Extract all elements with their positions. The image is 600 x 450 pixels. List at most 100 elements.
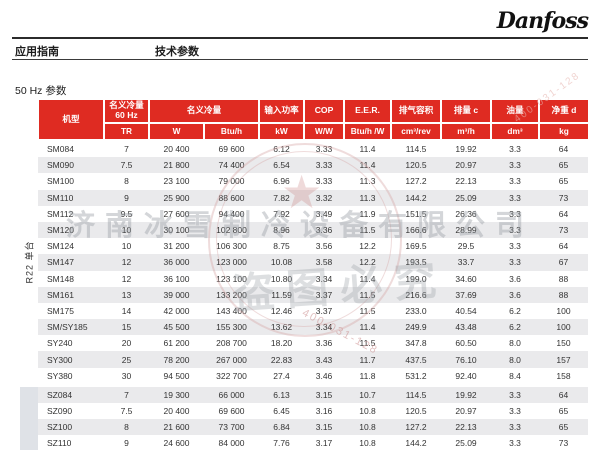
value-cell: 30 100 — [149, 221, 204, 239]
doc-nav-right: 技术参数 — [155, 46, 199, 58]
value-cell: 69 600 — [218, 144, 245, 155]
unit-btuh: Btu/h — [202, 123, 260, 141]
value-cell: 31 200 — [163, 241, 190, 252]
value-cell: 79 000 — [218, 176, 245, 187]
value-cell: 43.48 — [441, 319, 492, 336]
value-cell: 13 — [104, 286, 149, 303]
value-cell: 3.3 — [509, 406, 521, 417]
model-cell: SZ110 — [38, 435, 104, 450]
value-cell: 73 — [539, 435, 589, 450]
table-row: SM161 13 39 000 133 200 11.59 3.37 11.5 216.6 37… — [20, 286, 589, 303]
value-cell: 12.46 — [270, 305, 293, 316]
value-cell: 15 — [104, 319, 149, 336]
value-cell: 88 — [558, 273, 569, 284]
model-cell: SZ090 — [47, 406, 73, 417]
value-cell: 88 600 — [204, 189, 260, 206]
value-cell: 11.59 — [259, 286, 305, 303]
value-cell: 6.84 — [259, 419, 305, 436]
value-cell: 3.3 — [509, 176, 521, 187]
value-cell: 3.37 — [315, 305, 333, 316]
table-row: SZ100 8 21 600 73 700 6.84 3.15 10.8 127.2 22.13… — [20, 419, 589, 436]
col-header-eer: E.E.R. — [343, 100, 392, 124]
value-cell: 60.50 — [455, 338, 477, 349]
value-cell: 123 000 — [204, 254, 260, 271]
unit-kg: kg — [538, 123, 589, 141]
value-cell: 3.6 — [509, 273, 521, 284]
col-header-weight: 净重 d — [538, 100, 589, 124]
value-cell: 88 — [539, 286, 589, 303]
value-cell: 11.7 — [344, 351, 392, 368]
unit-tr: TR — [103, 123, 149, 141]
table-row: SM124 10 31 200 106 300 8.75 3.56 12.2 169.5 29.… — [20, 238, 588, 254]
value-cell: 233.0 — [405, 305, 427, 316]
unit-btuhw: Btu/h /W — [343, 123, 392, 141]
value-cell: 437.5 — [391, 351, 442, 368]
value-cell: 20 400 — [163, 406, 190, 417]
value-cell: 6.54 — [259, 157, 305, 174]
value-cell: 216.6 — [391, 286, 442, 303]
value-cell: 7 — [104, 383, 149, 403]
spec-table-wrap: 机型 名义冷量 60 Hz 名义冷量 输入功率 COP E.E.R. 排气容积 … — [20, 100, 589, 450]
model-cell: SM120 — [38, 221, 104, 239]
value-cell: 64 — [539, 383, 589, 403]
value-cell: 29.5 — [457, 241, 475, 252]
value-cell: 34.60 — [455, 273, 477, 284]
value-cell: 19.92 — [455, 144, 477, 155]
model-cell: SY300 — [38, 351, 104, 368]
table-row: SY380 30 94 500 322 700 27.4 3.46 11.8 531.2 92.… — [20, 368, 588, 386]
value-cell: 3.3 — [509, 208, 521, 219]
value-cell: 3.58 — [304, 254, 345, 271]
value-cell: 21 800 — [149, 157, 204, 174]
value-cell: 92.40 — [455, 370, 477, 381]
value-cell: 3.3 — [491, 435, 540, 450]
model-cell: SM084 — [47, 144, 74, 155]
col-header-swept-volume: 排气容积 — [390, 100, 442, 124]
value-cell: 7.82 — [259, 189, 305, 206]
value-cell: 94 400 — [218, 208, 245, 219]
value-cell: 25.09 — [441, 435, 492, 450]
value-cell: 267 000 — [204, 351, 260, 368]
table-row: SM147 12 36 000 123 000 10.08 3.58 12.2 193.5 33… — [20, 254, 589, 271]
model-cell: SM124 — [47, 241, 74, 252]
value-cell: 19.92 — [441, 383, 492, 403]
value-cell: 114.5 — [391, 383, 442, 403]
model-cell: SM090 — [38, 157, 104, 174]
value-cell: 10.8 — [359, 406, 376, 417]
value-cell: 11.4 — [359, 144, 376, 155]
model-cell: SZ100 — [38, 419, 104, 436]
table-row: SM100 8 23 100 79 000 6.96 3.33 11.3 127.2 22.13… — [20, 173, 588, 189]
value-cell: 3.17 — [304, 435, 345, 450]
value-cell: 8.75 — [273, 241, 290, 252]
unit-cm3rev: cm³/rev — [390, 123, 442, 141]
value-cell: 11.4 — [344, 319, 392, 336]
value-cell: 39 000 — [149, 286, 204, 303]
value-cell: 25 900 — [149, 189, 204, 206]
value-cell: 20 400 — [163, 144, 190, 155]
value-cell: 3.3 — [491, 189, 540, 206]
unit-ww: W/W — [303, 123, 345, 141]
value-cell: 11.5 — [344, 221, 392, 239]
table-body: R22 单台 SM084 7 20 400 69 600 6.12 3.33 11.4 114.… — [20, 140, 589, 450]
value-cell: 150 — [556, 338, 571, 349]
value-cell: 9 — [104, 189, 149, 206]
model-cell: SM175 — [47, 305, 74, 316]
value-cell: 10.8 — [344, 435, 392, 450]
model-cell: SY380 — [47, 370, 73, 381]
value-cell: 11.4 — [344, 157, 392, 174]
value-cell: 11.5 — [359, 305, 376, 316]
value-cell: 127.2 — [391, 419, 442, 436]
model-cell: SM161 — [38, 286, 104, 303]
value-cell: 166.6 — [391, 221, 442, 239]
value-cell: 19 300 — [149, 383, 204, 403]
value-cell: 12.2 — [359, 241, 376, 252]
value-cell: 66 000 — [204, 383, 260, 403]
value-cell: 347.8 — [405, 338, 427, 349]
value-cell: 18.20 — [270, 338, 293, 349]
value-cell: 23 100 — [163, 176, 190, 187]
col-header-oil: 油量 — [490, 100, 540, 124]
value-cell: 45 500 — [149, 319, 204, 336]
value-cell: 157 — [539, 351, 589, 368]
model-cell: SY240 — [47, 338, 73, 349]
value-cell: 7.5 — [120, 406, 133, 417]
value-cell: 6.13 — [259, 383, 305, 403]
